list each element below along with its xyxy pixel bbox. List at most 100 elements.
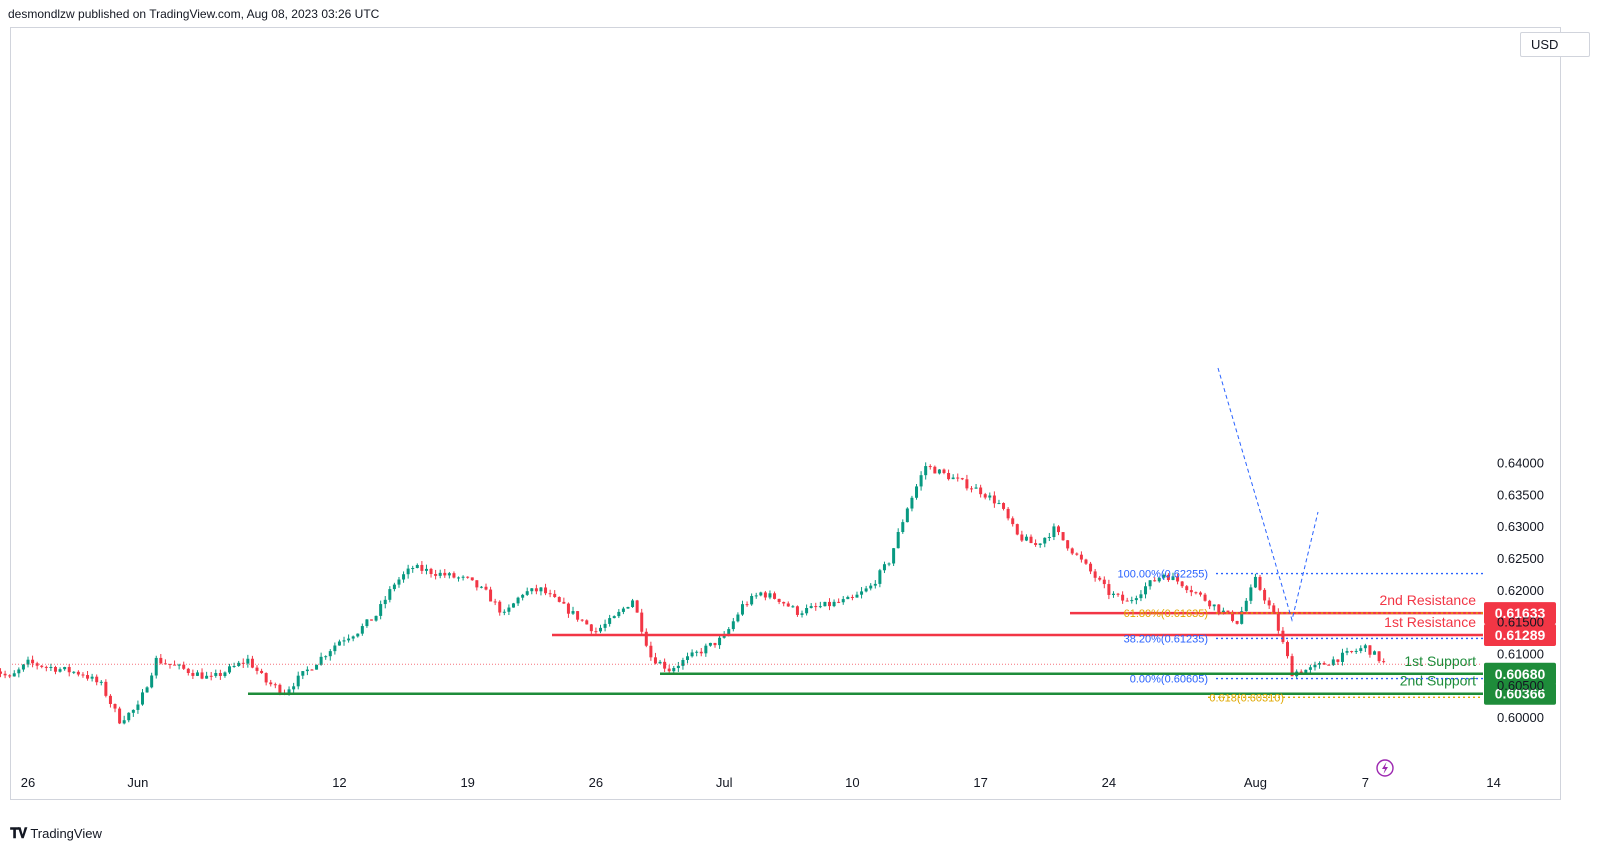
candle-body [1185,586,1189,591]
candle-body [777,598,781,602]
candle-body [292,686,296,690]
candle-body [896,532,900,549]
candle-body [1070,548,1074,554]
candle-body [228,666,232,673]
candle-body [479,586,483,588]
candle-body [892,548,896,564]
candle-body [544,587,548,594]
candle-body [498,601,502,613]
candle-body [1034,543,1038,545]
candle-body [805,608,809,614]
candle-body [17,669,21,674]
candle-body [72,671,76,673]
candle-body [837,601,841,603]
candle-body [1354,650,1358,652]
candle-body [576,611,580,620]
candle-body [209,675,213,677]
candle-body [988,495,992,498]
publish-byline: desmondlzw published on TradingView.com,… [8,7,380,21]
candle-body [342,640,346,642]
level-price-tag [1484,602,1556,625]
price-axis: 0.64000 0.63500 0.63000 0.62500 0.62000 0.615… [1497,456,1544,725]
candle-body [1340,652,1344,662]
level-name: 2nd Resistance [1379,592,1476,608]
candle-body [681,659,685,666]
candle-body [589,624,593,632]
candle-body [511,603,515,608]
candle-body [26,659,30,665]
candle-body [594,631,598,633]
candle-body [1093,571,1097,578]
candle-body [1189,590,1193,593]
candle-body [933,466,937,474]
candle-body [1157,577,1161,582]
candle-body [786,603,790,607]
candle-body [1111,593,1115,595]
tradingview-brand[interactable]: 𝐓𝐕 TradingView [10,825,102,842]
candle-body [507,607,511,612]
candle-body [736,614,740,622]
currency-selector[interactable]: USD [1520,32,1590,57]
lightning-icon[interactable] [1376,759,1394,777]
candle-body [131,709,135,713]
candle-body [63,667,67,670]
candle-body [695,651,699,653]
candle-body [947,472,951,480]
candle-body [241,662,245,664]
candle-body [434,574,438,576]
fib-label: 0.618(0.60310) [1209,692,1284,704]
candle-body [406,568,410,575]
candle-body [1377,651,1381,662]
candle-body [905,508,909,523]
candle-body [58,669,62,672]
candle-body [1313,664,1317,668]
candle-body [832,601,836,607]
candle-body [1043,537,1047,544]
candle-body [795,606,799,615]
candle-body [35,663,39,666]
x-tick-label: Jun [127,775,148,790]
candle-body [1098,577,1102,580]
candle-body [466,576,470,578]
candle-body [182,664,186,669]
candle-body [383,599,387,605]
candle-body [1057,526,1060,533]
candle-body [1331,659,1335,666]
candle-body [1208,600,1212,607]
candle-body [763,592,767,598]
level-price: 0.60366 [1495,686,1546,702]
candle-body [1166,574,1170,581]
candle-body [319,656,323,665]
candle-body [860,591,864,595]
x-tick-label: 26 [589,775,603,790]
candle-body [452,573,456,578]
candle-body [1272,605,1276,613]
candle-body [1029,536,1033,544]
candle-body [1047,537,1051,539]
candle-body [168,663,172,665]
candle-body [1373,651,1377,655]
candle-body [502,611,506,613]
candle-body [667,668,671,672]
x-tick-label: 17 [973,775,987,790]
candle-body [699,651,703,654]
candle-body [1066,540,1070,549]
candle-body [44,666,48,668]
candle-body [356,633,360,637]
candle-body [95,676,99,683]
candle-body [310,669,314,671]
candle-body [53,667,57,672]
candle-body [951,477,955,480]
candle-body [246,658,250,664]
candle-body [525,591,529,595]
candle-body [1212,604,1216,607]
candle-body [489,589,493,602]
candle-body [800,613,804,615]
candle-body [617,611,621,617]
candle-body [8,675,12,677]
level-price-tag [1484,662,1556,685]
candle-body [214,672,218,676]
candle-body [1194,592,1198,594]
candle-body [809,606,813,609]
